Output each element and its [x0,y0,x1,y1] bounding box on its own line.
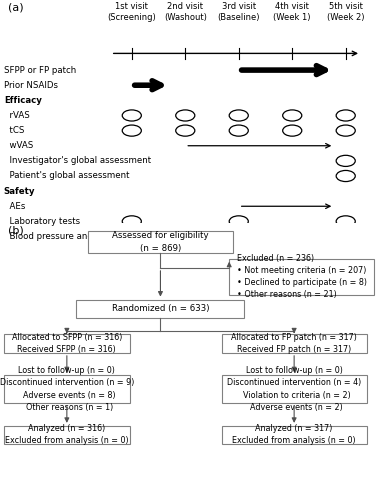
Text: (b): (b) [8,226,23,235]
Text: 3rd visit
(Baseline): 3rd visit (Baseline) [217,2,260,22]
Text: Allocated to FP patch (n = 317)
Received FP patch (n = 317): Allocated to FP patch (n = 317) Received… [231,332,357,354]
Text: Excluded (n = 236)
• Not meeting criteria (n = 207)
• Declined to participate (n: Excluded (n = 236) • Not meeting criteri… [237,254,367,300]
FancyBboxPatch shape [4,375,130,403]
Text: SFPP or FP patch: SFPP or FP patch [4,66,76,74]
Text: Lost to follow-up (n = 0)
Discontinued intervention (n = 4)
  Violation to crite: Lost to follow-up (n = 0) Discontinued i… [227,366,361,412]
Text: Investigator's global assessment: Investigator's global assessment [4,156,151,166]
FancyBboxPatch shape [229,258,374,294]
FancyBboxPatch shape [222,375,367,403]
Text: Prior NSAIDs: Prior NSAIDs [4,80,58,90]
Text: Laboratory tests: Laboratory tests [4,217,80,226]
FancyBboxPatch shape [222,334,367,353]
FancyBboxPatch shape [4,334,130,353]
Text: 1st visit
(Screening): 1st visit (Screening) [107,2,156,22]
Text: Analyzed (n = 317)
Excluded from analysis (n = 0): Analyzed (n = 317) Excluded from analysi… [232,424,356,446]
Text: Allocated to SFPP (n = 316)
Received SFPP (n = 316): Allocated to SFPP (n = 316) Received SFP… [12,332,122,354]
Text: Analyzed (n = 316)
Excluded from analysis (n = 0): Analyzed (n = 316) Excluded from analysi… [5,424,129,446]
Text: tCS: tCS [4,126,24,135]
Text: Lost to follow-up (n = 0)
Discontinued intervention (n = 9)
  Adverse events (n : Lost to follow-up (n = 0) Discontinued i… [0,366,134,412]
Text: Patient's global assessment: Patient's global assessment [4,172,129,180]
Text: rVAS: rVAS [4,111,29,120]
Text: Safety: Safety [4,186,35,196]
Text: 5th visit
(Week 2): 5th visit (Week 2) [327,2,364,22]
Text: Assessed for eligibility
(n = 869): Assessed for eligibility (n = 869) [112,232,209,252]
Text: 2nd visit
(Washout): 2nd visit (Washout) [164,2,207,22]
FancyBboxPatch shape [88,231,233,253]
Text: wVAS: wVAS [4,141,33,150]
Text: Efficacy: Efficacy [4,96,42,105]
Text: Blood pressure and pulse rate: Blood pressure and pulse rate [4,232,139,241]
FancyBboxPatch shape [4,426,130,444]
Text: AEs: AEs [4,202,25,211]
FancyBboxPatch shape [76,300,244,318]
FancyBboxPatch shape [222,426,367,444]
Text: 4th visit
(Week 1): 4th visit (Week 1) [274,2,311,22]
Text: (a): (a) [8,2,23,12]
Text: Randomized (n = 633): Randomized (n = 633) [112,304,209,313]
